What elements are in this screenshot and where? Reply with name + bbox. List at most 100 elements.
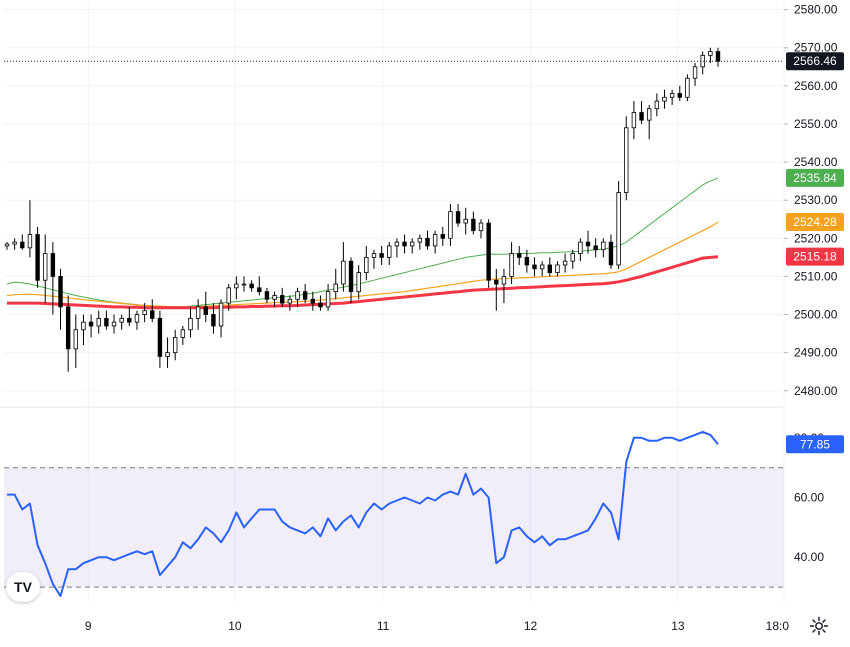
moving-average-line bbox=[7, 255, 719, 310]
candle-body bbox=[234, 283, 239, 289]
candle-body bbox=[96, 317, 101, 327]
candle bbox=[58, 268, 63, 330]
candle bbox=[692, 62, 698, 86]
candle-body bbox=[379, 253, 384, 258]
price-axis[interactable]: 2480.00 2490.00 2500.00 2510.00 2520.00 2530.… bbox=[784, 3, 838, 398]
price-tick-label: 2500.00 bbox=[794, 308, 838, 322]
rsi-band bbox=[4, 467, 784, 588]
candle bbox=[379, 245, 384, 265]
candle bbox=[165, 337, 170, 368]
candle-body bbox=[249, 283, 254, 289]
candle-body bbox=[539, 264, 545, 270]
candle-body bbox=[715, 51, 721, 62]
candle-body bbox=[104, 317, 109, 327]
candle bbox=[218, 299, 224, 338]
candle-body bbox=[463, 218, 468, 224]
candle bbox=[249, 280, 254, 292]
candle bbox=[494, 268, 499, 311]
candle bbox=[356, 264, 361, 300]
rsi-line bbox=[7, 430, 719, 597]
price-tag-label: 2566.46 bbox=[793, 54, 837, 68]
rsi-series-line bbox=[7, 430, 719, 597]
time-tick-label: 11 bbox=[377, 619, 390, 633]
candle bbox=[578, 238, 583, 262]
candle bbox=[394, 238, 400, 258]
candle-body bbox=[180, 329, 186, 338]
candle bbox=[471, 211, 476, 235]
candle-body bbox=[280, 295, 285, 304]
candle-body bbox=[272, 295, 277, 300]
candle bbox=[43, 234, 48, 304]
rsi-tick-label: 60.00 bbox=[794, 491, 824, 505]
candle bbox=[440, 226, 445, 246]
rsi-value-tag-label: 77.85 bbox=[800, 437, 830, 451]
candle-body bbox=[425, 237, 430, 247]
candle-body bbox=[654, 100, 660, 110]
price-tag-bg bbox=[786, 247, 844, 266]
candle-body bbox=[43, 253, 48, 281]
candle-body bbox=[570, 253, 575, 262]
candle bbox=[708, 47, 713, 63]
candle bbox=[27, 200, 33, 258]
candle-body bbox=[195, 306, 201, 319]
candle bbox=[463, 207, 468, 235]
candle-body bbox=[341, 260, 346, 285]
candle bbox=[539, 261, 545, 277]
candle-body bbox=[486, 222, 491, 281]
candle-body bbox=[264, 291, 270, 300]
candle-body bbox=[333, 283, 338, 293]
candle bbox=[387, 242, 392, 265]
candle bbox=[616, 181, 621, 269]
price-tick-label: 2480.00 bbox=[794, 384, 838, 398]
candle bbox=[547, 257, 553, 277]
candle-body bbox=[88, 321, 94, 327]
candle bbox=[127, 306, 132, 326]
price-tick-label: 2570.00 bbox=[794, 41, 838, 55]
time-tick-label: 12 bbox=[524, 619, 538, 633]
candle bbox=[448, 204, 453, 246]
candle bbox=[333, 268, 338, 300]
candle-body bbox=[218, 302, 224, 327]
candle-body bbox=[142, 310, 147, 315]
time-tick-label: 18:0 bbox=[766, 619, 790, 633]
candle bbox=[532, 257, 537, 277]
tradingview-logo-icon[interactable]: TV bbox=[6, 572, 40, 602]
price-tag: 2535.84 bbox=[786, 168, 844, 187]
candle bbox=[601, 238, 606, 258]
candle bbox=[624, 116, 629, 201]
candle-body bbox=[448, 211, 453, 239]
price-tick-label: 2580.00 bbox=[794, 3, 838, 17]
candle-body bbox=[524, 256, 530, 266]
candle bbox=[585, 230, 591, 254]
candle-body bbox=[73, 329, 79, 350]
candle bbox=[280, 287, 285, 307]
candle bbox=[509, 242, 514, 285]
candle-body bbox=[134, 314, 140, 323]
candle-body bbox=[12, 241, 17, 245]
candle-body bbox=[4, 243, 10, 247]
candle bbox=[188, 306, 193, 338]
candle bbox=[157, 310, 163, 368]
candle bbox=[608, 234, 614, 269]
candle-body bbox=[203, 306, 208, 315]
candle bbox=[226, 284, 231, 311]
candle-body bbox=[188, 317, 193, 331]
candle bbox=[478, 219, 484, 239]
settings-gear-icon[interactable] bbox=[808, 615, 830, 637]
candle-body bbox=[157, 317, 163, 357]
candle bbox=[646, 104, 652, 140]
candle-body bbox=[65, 306, 71, 350]
price-tick-label: 2540.00 bbox=[794, 155, 838, 169]
time-axis[interactable]: 9 10 11 12 13 18:0 bbox=[85, 619, 789, 633]
candle bbox=[96, 310, 101, 334]
rsi-value-tag-bg bbox=[786, 435, 844, 454]
price-tag-bg bbox=[786, 168, 844, 187]
candle-body bbox=[226, 287, 231, 304]
candle bbox=[570, 249, 575, 269]
candle-body bbox=[555, 264, 560, 274]
candle bbox=[65, 295, 71, 372]
price-tag-label: 2524.28 bbox=[793, 215, 837, 229]
candle-body bbox=[631, 112, 637, 129]
price-tick-label: 2530.00 bbox=[794, 193, 838, 207]
